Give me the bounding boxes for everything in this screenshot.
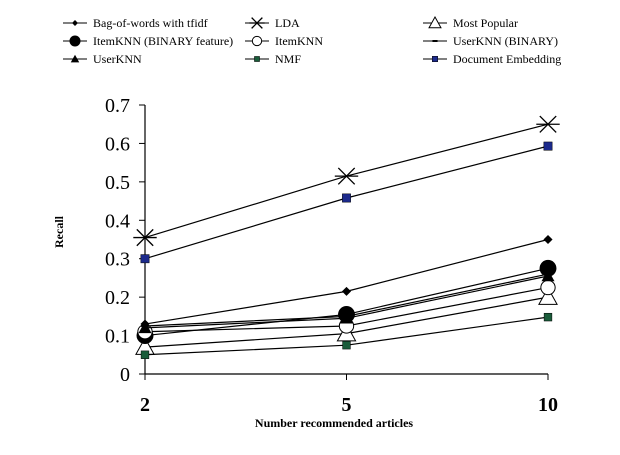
data-point [543,141,553,151]
legend-marker [70,54,80,63]
data-point [334,167,359,185]
y-tick-label: 0.5 [105,172,130,194]
data-point [538,287,558,305]
y-tick-label: 0 [120,364,130,386]
series-2 [135,287,558,355]
series-lines [133,115,560,359]
data-point [341,286,352,296]
legend-label: ItemKNN (BINARY feature) [93,34,233,48]
legend-item: UserKNN [63,52,142,66]
data-point [543,234,553,245]
series-1 [133,115,560,247]
series-line [144,145,549,260]
series-line [144,123,549,239]
legend-marker [249,17,265,29]
x-axis-title: Number recommended articles [255,416,414,430]
legend-marker [72,20,78,26]
series-0 [140,234,553,329]
data-point [342,341,351,350]
data-point [543,312,553,322]
y-tick-label: 0.3 [105,249,130,271]
y-tick-label: 0.4 [105,210,130,232]
data-point [541,269,555,282]
series-7 [140,312,553,359]
legend-label: NMF [275,52,301,66]
y-tick-label: 0.1 [105,326,130,348]
y-axis-title: Recall [52,215,66,248]
series-8 [140,141,553,264]
x-tick-label: 2 [140,394,150,416]
data-point [342,193,351,203]
legend-label: UserKNN [93,52,142,66]
x-tick-label: 10 [538,394,558,416]
series-6 [138,269,555,334]
data-point [140,350,150,359]
data-point [539,259,557,277]
legend-item: NMF [245,52,301,66]
legend-item: UserKNN (BINARY) [423,34,558,48]
x-tick-label: 5 [342,394,352,416]
legend-item: ItemKNN (BINARY feature) [63,34,233,48]
data-point [340,311,353,324]
legend-label: ItemKNN [275,34,323,48]
y-tick-label: 0.6 [105,133,130,155]
y-ticks: 0 0.1 0.2 0.3 0.4 0.5 0.6 0.7 [105,95,145,386]
legend-marker [254,56,260,62]
x-ticks: 2 5 10 [140,374,558,416]
legend-label: Most Popular [453,16,518,30]
legend: Bag-of-words with tfidf LDA Most Popular It… [63,16,561,66]
legend-marker [69,35,81,47]
legend-item: Most Popular [423,16,518,30]
legend-label: Bag-of-words with tfidf [93,16,208,30]
legend-label: LDA [275,16,300,30]
legend-item: LDA [245,16,300,30]
y-tick-label: 0.7 [105,95,130,117]
legend-label: Document Embedding [453,52,561,66]
legend-item: ItemKNN [245,34,323,48]
y-tick-label: 0.2 [105,287,130,309]
data-point [140,254,150,264]
data-point [138,321,152,334]
legend-marker [428,16,442,29]
data-point [536,115,560,133]
data-point [540,279,556,296]
legend-item: Document Embedding [423,52,561,66]
legend-marker [251,35,263,47]
data-point [133,228,157,247]
legend-marker [432,56,438,62]
legend-label: UserKNN (BINARY) [453,34,558,48]
legend-item: Bag-of-words with tfidf [63,16,208,30]
